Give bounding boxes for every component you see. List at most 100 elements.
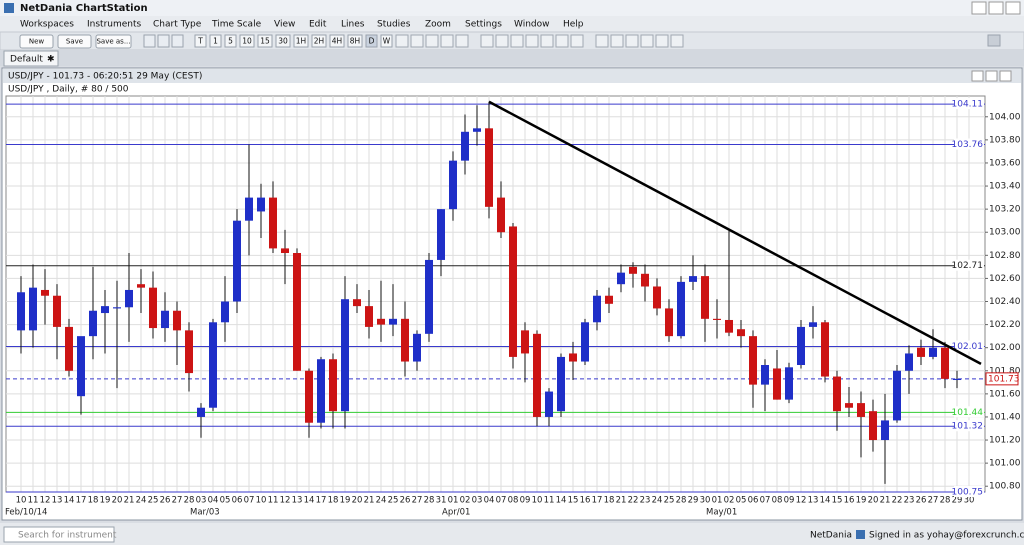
candle-body: [209, 322, 217, 408]
period-button[interactable]: [365, 34, 378, 48]
minimize[interactable]: [971, 1, 987, 15]
tool-icon[interactable]: [395, 34, 409, 48]
chart-type-icon[interactable]: [171, 34, 184, 48]
period-button[interactable]: [347, 34, 363, 48]
x-tick-label: 22: [628, 496, 639, 506]
menu-item[interactable]: View: [274, 20, 295, 30]
x-tick-label: 20: [352, 496, 363, 506]
last-price-box: [985, 372, 1019, 386]
window-control[interactable]: [985, 70, 998, 82]
x-tick-label: 25: [664, 496, 675, 506]
tool-icon[interactable]: [655, 34, 669, 48]
toolbar-button[interactable]: [95, 34, 132, 49]
title-bar: [0, 0, 1024, 16]
period-button[interactable]: [224, 34, 237, 48]
tool-icon[interactable]: [510, 34, 524, 48]
x-tick-label: 23: [904, 496, 915, 506]
x-group-label: Apr/01: [442, 508, 470, 518]
toolbar-button[interactable]: [57, 34, 92, 49]
menu-item[interactable]: Chart Type: [153, 20, 202, 30]
x-tick-label: 24: [652, 496, 663, 506]
candle-body: [65, 326, 73, 371]
tool-icon[interactable]: [525, 34, 539, 48]
y-tick-label: 103.00: [989, 228, 1021, 238]
candle-body: [317, 359, 325, 423]
search-box[interactable]: [3, 526, 115, 543]
x-tick-label: 26: [916, 496, 927, 506]
period-label: T: [197, 37, 203, 46]
x-tick-label: 20: [112, 496, 123, 506]
candle-body: [305, 370, 313, 423]
y-tick-label: 102.00: [989, 343, 1021, 353]
x-tick-label: 02: [724, 496, 735, 506]
menu-item[interactable]: Settings: [465, 20, 502, 30]
candle-body: [329, 359, 337, 412]
candle-body: [605, 295, 613, 304]
y-tick-label: 104.00: [989, 112, 1021, 122]
window-control[interactable]: [971, 70, 984, 82]
candle-body: [245, 197, 253, 221]
toolbar-button[interactable]: [19, 34, 54, 49]
tool-icon[interactable]: [640, 34, 654, 48]
period-button[interactable]: [239, 34, 255, 48]
tool-icon[interactable]: [480, 34, 494, 48]
menu-item[interactable]: Lines: [341, 20, 365, 30]
chart-type-icon[interactable]: [143, 34, 156, 48]
y-tick-label: 102.60: [989, 274, 1021, 284]
period-button[interactable]: [380, 34, 393, 48]
candle-body: [857, 403, 865, 417]
menu-item[interactable]: Window: [514, 20, 550, 30]
x-tick-label: 08: [772, 496, 783, 506]
x-group-label: Feb/10/14: [5, 508, 47, 518]
candle-body: [749, 336, 757, 385]
level-label: 102.01: [952, 342, 984, 352]
period-button[interactable]: [311, 34, 327, 48]
x-tick-label: 31: [436, 496, 447, 506]
chart-type-icon[interactable]: [157, 34, 170, 48]
candle-body: [161, 310, 169, 329]
tool-icon[interactable]: [625, 34, 639, 48]
period-button[interactable]: [257, 34, 273, 48]
period-button[interactable]: [329, 34, 345, 48]
candle-body: [929, 347, 937, 357]
tool-icon[interactable]: [425, 34, 439, 48]
tool-icon[interactable]: [570, 34, 584, 48]
x-tick-label: 24: [136, 496, 147, 506]
maximize[interactable]: [988, 1, 1004, 15]
period-button[interactable]: [275, 34, 291, 48]
tool-icon[interactable]: [670, 34, 684, 48]
tool-icon[interactable]: [495, 34, 509, 48]
period-button[interactable]: [293, 34, 309, 48]
tool-icon[interactable]: [555, 34, 569, 48]
menu-item[interactable]: Time Scale: [211, 20, 262, 30]
candle-body: [917, 347, 925, 357]
tab[interactable]: [3, 50, 59, 67]
menu-item[interactable]: Zoom: [425, 20, 451, 30]
period-button[interactable]: [209, 34, 222, 48]
toolbar-collapse[interactable]: [987, 34, 1001, 47]
tool-icon[interactable]: [610, 34, 624, 48]
x-tick-label: 05: [220, 496, 231, 506]
period-button[interactable]: [194, 34, 207, 48]
candle-body: [521, 330, 529, 354]
toolbar-button-label: Save as...: [96, 38, 130, 46]
tool-icon[interactable]: [410, 34, 424, 48]
menu-item[interactable]: Edit: [309, 20, 327, 30]
x-tick-label: 28: [940, 496, 951, 506]
tool-icon[interactable]: [455, 34, 469, 48]
tool-icon[interactable]: [540, 34, 554, 48]
period-label: 4H: [332, 37, 342, 46]
close[interactable]: [1005, 1, 1021, 15]
tool-icon[interactable]: [440, 34, 454, 48]
menu-item[interactable]: Workspaces: [20, 20, 74, 30]
candle-body: [125, 289, 133, 308]
x-tick-label: 11: [544, 496, 555, 506]
tool-icon[interactable]: [595, 34, 609, 48]
y-tick-label: 100.80: [989, 482, 1021, 492]
window-control[interactable]: [999, 70, 1012, 82]
menu-item[interactable]: Help: [563, 20, 584, 30]
x-tick-label: 07: [760, 496, 771, 506]
menu-item[interactable]: Studies: [377, 20, 411, 30]
x-group-label: May/01: [706, 508, 737, 518]
menu-item[interactable]: Instruments: [87, 20, 142, 30]
